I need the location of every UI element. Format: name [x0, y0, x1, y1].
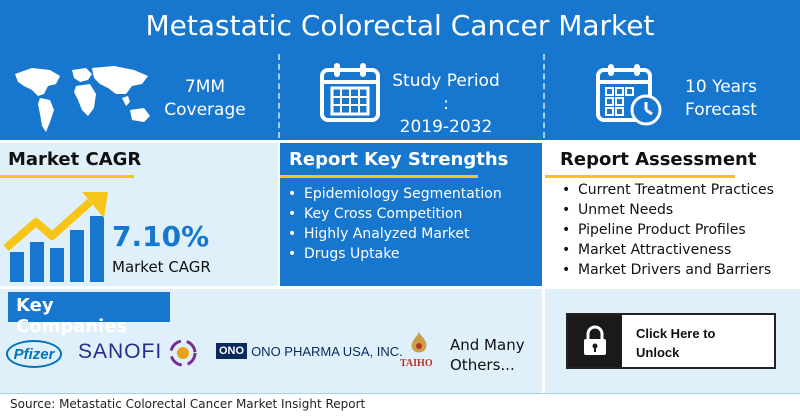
- pfizer-logo-text: Pfizer: [13, 345, 55, 363]
- coverage-value: 7MM: [184, 77, 226, 97]
- list-item: Pipeline Product Profiles: [562, 220, 774, 240]
- and-many-others: And Many Others...: [450, 335, 525, 375]
- study-period-value: 2019-2032: [399, 117, 493, 137]
- divider: [278, 54, 280, 138]
- others-line: And Many: [450, 336, 525, 354]
- ono-logo-text: ONO PHARMA USA, INC.: [251, 343, 403, 359]
- list-item: Key Cross Competition: [288, 204, 502, 224]
- growth-chart-icon: [4, 192, 108, 282]
- list-item: Epidemiology Segmentation: [288, 184, 502, 204]
- ono-logo-mark: ONO: [216, 343, 248, 359]
- heading-underline: [0, 175, 134, 178]
- calendar-icon: [320, 63, 380, 122]
- pfizer-logo: Pfizer: [6, 340, 62, 368]
- divider: [0, 393, 800, 394]
- info-band: [0, 50, 800, 140]
- lock-icon: [584, 325, 606, 355]
- forecast-text: 10 Years Forecast: [676, 76, 766, 122]
- assessment-heading: Report Assessment: [560, 149, 757, 170]
- study-period-label: Study Period :: [392, 71, 500, 114]
- divider: [543, 54, 545, 138]
- taiho-logo-icon: [411, 332, 427, 353]
- unlock-icon-bg: [568, 315, 622, 367]
- page-title: Metastatic Colorectal Cancer Market: [145, 8, 655, 42]
- list-item: Unmet Needs: [562, 200, 774, 220]
- coverage-label: Coverage: [164, 100, 246, 120]
- calendar-clock-icon: [596, 64, 662, 126]
- heading-underline: [280, 175, 478, 178]
- study-period-text: Study Period : 2019-2032: [388, 70, 504, 139]
- list-item: Current Treatment Practices: [562, 180, 774, 200]
- forecast-value: 10 Years: [685, 77, 757, 97]
- forecast-label: Forecast: [685, 100, 757, 120]
- unlock-button[interactable]: Click Here to Unlock: [566, 313, 776, 369]
- list-item: Market Drivers and Barriers: [562, 260, 774, 280]
- strengths-heading: Report Key Strengths: [289, 149, 509, 170]
- unlock-line: Click Here to: [636, 326, 716, 341]
- taiho-logo: TAIHO: [400, 358, 433, 369]
- market-cagr-panel: [0, 143, 278, 286]
- title-bar: Metastatic Colorectal Cancer Market: [0, 0, 800, 50]
- others-line: Others...: [450, 356, 515, 374]
- cagr-value: 7.10%: [112, 220, 210, 253]
- sanofi-logo: SANOFI: [78, 340, 162, 364]
- ono-logo: ONO ONO PHARMA USA, INC.: [216, 343, 403, 359]
- sanofi-logo-text: SANOFI: [78, 340, 163, 363]
- list-item: Market Attractiveness: [562, 240, 774, 260]
- unlock-line: Unlock: [636, 345, 680, 360]
- list-item: Drugs Uptake: [288, 244, 502, 264]
- assessment-list: Current Treatment Practices Unmet Needs …: [562, 180, 774, 280]
- sanofi-swirl-icon: [169, 339, 197, 367]
- unlock-label: Click Here to Unlock: [636, 324, 715, 362]
- heading-underline: [545, 175, 735, 178]
- source-text: Source: Metastatic Colorectal Cancer Mar…: [10, 397, 366, 411]
- coverage-text: 7MM Coverage: [160, 76, 250, 122]
- cagr-label: Market CAGR: [112, 258, 211, 276]
- list-item: Highly Analyzed Market: [288, 224, 502, 244]
- strengths-list: Epidemiology Segmentation Key Cross Comp…: [288, 184, 502, 264]
- market-cagr-heading: Market CAGR: [8, 149, 142, 170]
- key-companies-heading: Key Companies: [8, 292, 170, 337]
- world-map-icon: [15, 66, 150, 132]
